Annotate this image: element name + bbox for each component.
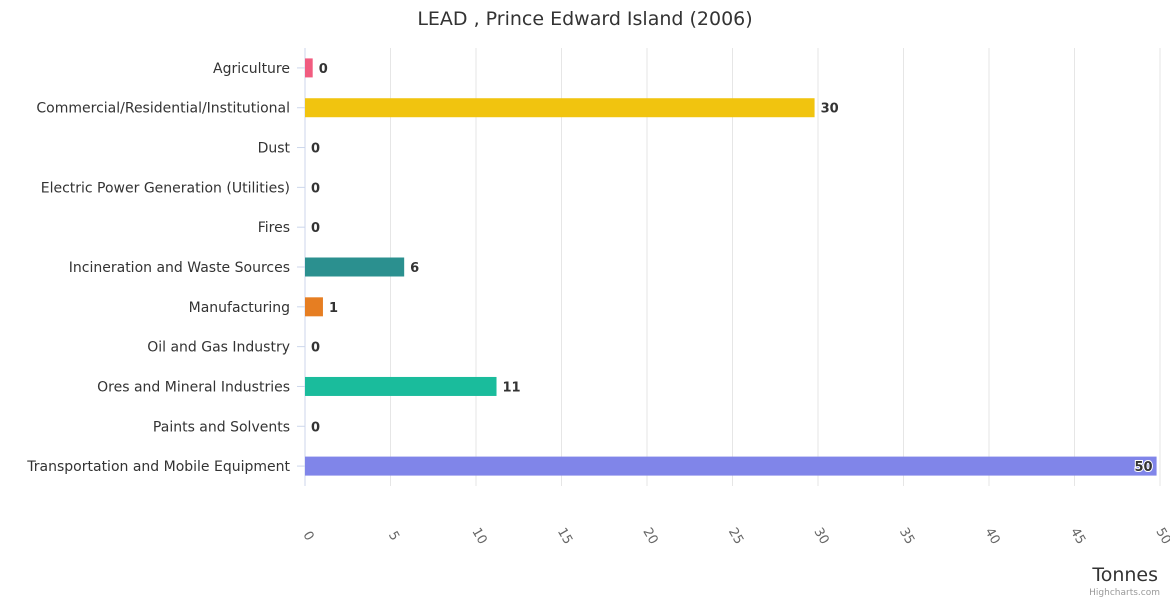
category-label: Electric Power Generation (Utilities) (41, 180, 290, 196)
value-tick-label: 45 (1067, 525, 1088, 547)
grid-lines (390, 48, 1161, 486)
bar[interactable] (305, 257, 405, 277)
category-label: Commercial/Residential/Institutional (36, 101, 290, 117)
data-label: 0 (311, 142, 320, 157)
data-label: 0 (311, 221, 320, 236)
data-label: 6 (410, 261, 419, 276)
value-tick-label: 30 (810, 525, 831, 547)
bar[interactable] (305, 376, 497, 396)
data-label: 30 (821, 102, 839, 117)
category-label: Fires (258, 220, 290, 236)
category-label: Dust (258, 141, 291, 157)
value-tick-label: 10 (468, 525, 489, 547)
category-label: Agriculture (213, 61, 290, 77)
category-label: Oil and Gas Industry (147, 340, 290, 356)
value-tick-label: 35 (896, 525, 917, 547)
bars (305, 58, 1157, 476)
bar[interactable] (305, 58, 313, 78)
value-tick-label: 40 (981, 525, 1002, 547)
value-tick-label: 15 (554, 525, 575, 547)
category-axis (297, 48, 306, 486)
data-label: 0 (311, 341, 320, 356)
value-tick-label: 5 (385, 529, 402, 544)
category-label: Incineration and Waste Sources (69, 260, 290, 276)
data-label: 0 (319, 62, 328, 77)
category-label: Paints and Solvents (153, 419, 290, 435)
value-axis-title: Tonnes (1091, 564, 1158, 586)
value-tick-label: 0 (299, 529, 316, 544)
category-labels: Agriculture Commercial/Residential/Instit… (26, 61, 290, 475)
data-labels: 0 30 0 0 0 6 1 0 11 0 50 (310, 61, 1154, 476)
data-label: 11 (503, 380, 521, 395)
data-label: 0 (311, 420, 320, 435)
bar[interactable] (305, 297, 323, 317)
category-label: Ores and Mineral Industries (97, 379, 290, 395)
value-tick-label: 50 (1152, 525, 1170, 547)
category-label: Manufacturing (189, 300, 290, 316)
credit-link[interactable]: Highcharts.com (1089, 588, 1160, 598)
value-tick-label: 20 (639, 525, 660, 547)
data-label: 1 (329, 301, 338, 316)
bar[interactable] (305, 456, 1157, 476)
chart-title: LEAD , Prince Edward Island (2006) (417, 8, 752, 30)
data-label: 0 (311, 181, 320, 196)
bar[interactable] (305, 98, 815, 118)
data-label: 50 (1134, 460, 1152, 475)
value-tick-label: 25 (725, 525, 746, 547)
category-label: Transportation and Mobile Equipment (26, 459, 290, 475)
value-tick-labels: 0 5 10 15 20 25 30 35 40 45 50 (299, 525, 1170, 547)
